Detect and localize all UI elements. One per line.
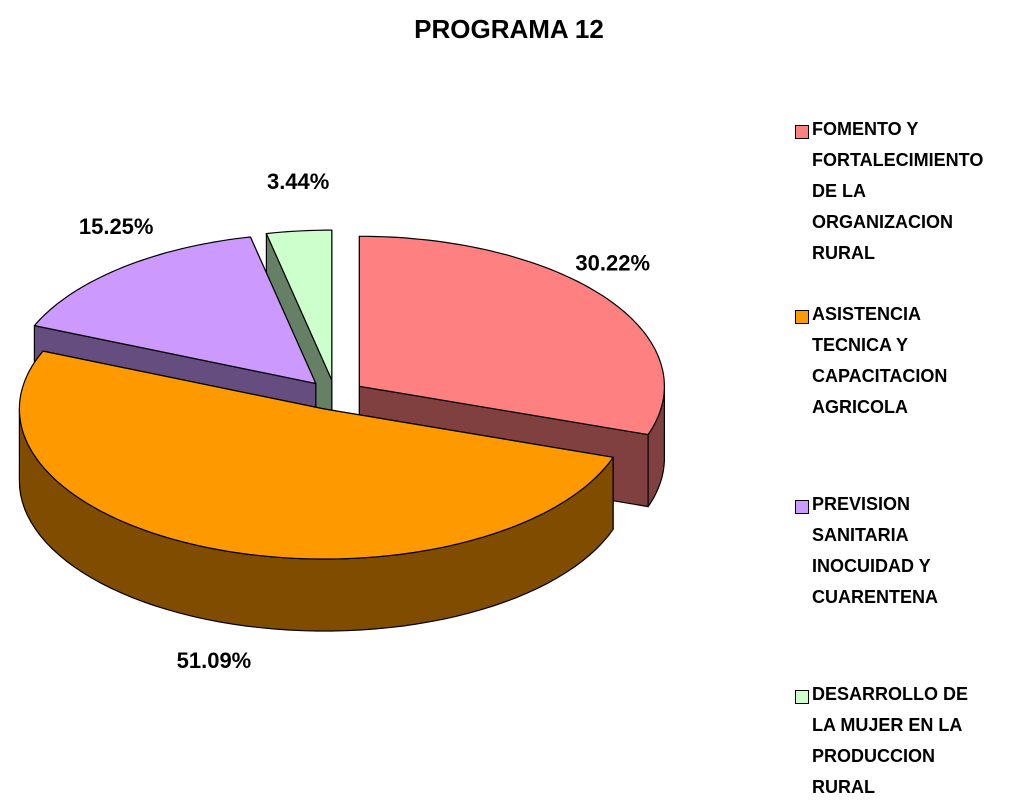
legend-swatch [795, 500, 809, 514]
legend-item: FOMENTO Y FORTALECIMIENTO DE LA ORGANIZA… [795, 119, 995, 269]
legend-item: PREVISION SANITARIA INOCUIDAD Y CUARENTE… [795, 494, 995, 613]
legend-item: ASISTENCIA TECNICA Y CAPACITACION AGRICO… [795, 304, 995, 423]
chart-title: PROGRAMA 12 [414, 14, 604, 44]
legend-label: PREVISION SANITARIA INOCUIDAD Y CUARENTE… [812, 494, 938, 607]
legend-label: FOMENTO Y FORTALECIMIENTO DE LA ORGANIZA… [812, 119, 984, 263]
legend-swatch [795, 310, 809, 324]
slice-top [265, 229, 333, 381]
slice-top [358, 235, 665, 436]
legend-label: DESARROLLO DE LA MUJER EN LA PRODUCCION … [812, 684, 969, 797]
data-label: 3.44% [267, 169, 329, 194]
slice-top [18, 350, 614, 560]
slice-top [33, 236, 317, 385]
legend-item: DESARROLLO DE LA MUJER EN LA PRODUCCION … [795, 684, 995, 803]
data-label: 15.25% [79, 214, 154, 239]
legend-label: ASISTENCIA TECNICA Y CAPACITACION AGRICO… [812, 304, 948, 417]
data-label: 30.22% [575, 251, 650, 276]
data-label: 51.09% [177, 648, 252, 673]
legend-swatch [795, 125, 809, 139]
legend-swatch [795, 690, 809, 704]
chart: 30.22% 51.09% 15.25% 3.44% [18, 169, 665, 673]
